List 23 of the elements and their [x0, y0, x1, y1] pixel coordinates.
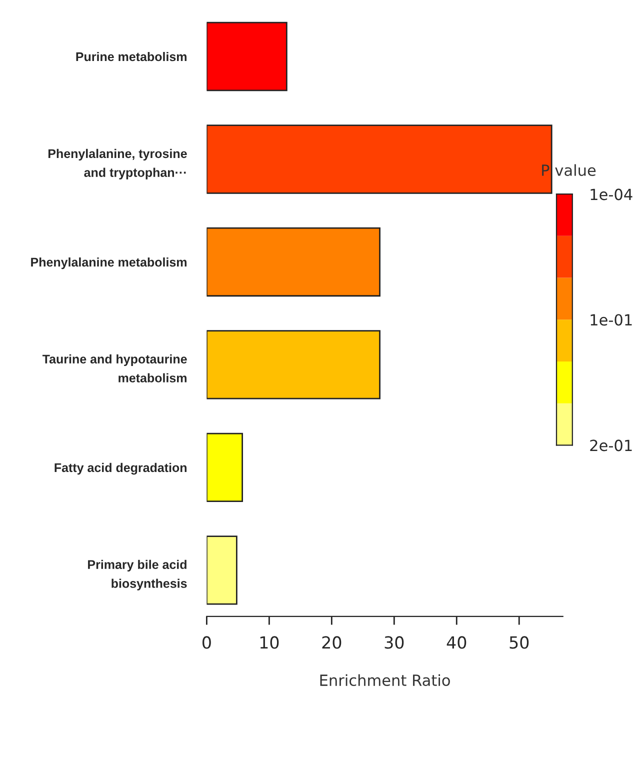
bar [206, 330, 380, 400]
bar [206, 124, 552, 194]
y-tick-label: Fatty acid degradation [54, 462, 186, 475]
y-tick-label: Phenylalanine metabolism [31, 257, 186, 270]
y-tick-label: Taurine and hypotaurine metabolism [42, 354, 187, 382]
bar [206, 432, 244, 502]
x-tick-label: 10 [260, 636, 279, 649]
bar [206, 227, 380, 297]
bar [206, 22, 288, 92]
x-tick-label: 0 [202, 636, 211, 649]
color-bar-label: 1e-01 [590, 314, 632, 326]
y-tick-label: Purine metabolism [76, 52, 186, 62]
x-axis-title: Enrichment Ratio [320, 674, 450, 686]
color-bar-label: 1e-04 [590, 188, 632, 200]
y-tick-label: Primary bile acid biosynthesis [88, 560, 187, 590]
x-tick-label: 50 [510, 636, 529, 649]
bar [206, 536, 238, 605]
x-tick-label: 20 [322, 636, 342, 649]
y-tick-label: Phenylalanine, tyrosine and tryptophan··· [48, 148, 187, 180]
x-tick-label: 30 [384, 636, 404, 649]
color-bar-label: 2e-01 [590, 440, 632, 452]
x-tick-label: 40 [446, 636, 466, 649]
color-bar-title: P value [542, 164, 596, 176]
